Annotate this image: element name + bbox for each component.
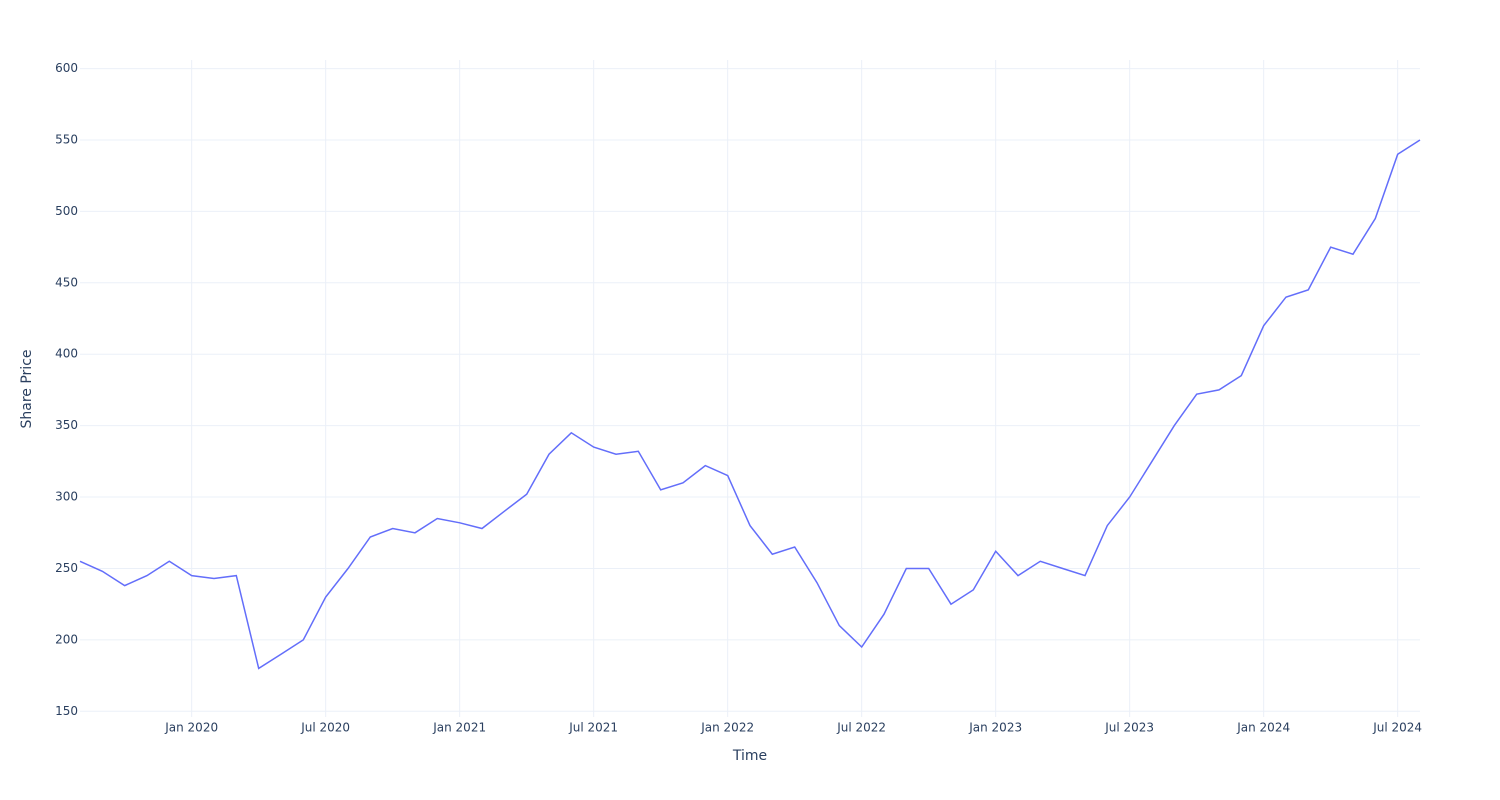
x-tick-label: Jul 2021 (568, 721, 618, 735)
x-tick-label: Jul 2024 (1372, 721, 1422, 735)
line-series (79, 139, 1421, 670)
x-tick-label: Jul 2020 (300, 721, 350, 735)
x-tick-label: Jan 2024 (1236, 721, 1290, 735)
y-tick-label: 250 (55, 561, 78, 575)
y-tick-label: 600 (55, 61, 78, 75)
y-tick-label: 500 (55, 204, 78, 218)
y-tick-label: 300 (55, 490, 78, 504)
y-axis-label: Share Price (19, 349, 35, 428)
y-tick-label: 450 (55, 275, 78, 289)
x-tick-label: Jul 2023 (1104, 721, 1154, 735)
x-tick-label: Jan 2020 (164, 721, 218, 735)
y-tick-label: 150 (55, 704, 78, 718)
y-tick-label: 200 (55, 632, 78, 646)
y-tick-label: 400 (55, 347, 78, 361)
y-tick-label: 550 (55, 132, 78, 146)
x-tick-label: Jan 2023 (968, 721, 1022, 735)
x-tick-label: Jan 2022 (700, 721, 754, 735)
x-axis-label: Time (732, 748, 767, 764)
x-tick-label: Jul 2022 (836, 721, 886, 735)
x-tick-label: Jan 2021 (432, 721, 486, 735)
y-tick-label: 350 (55, 418, 78, 432)
